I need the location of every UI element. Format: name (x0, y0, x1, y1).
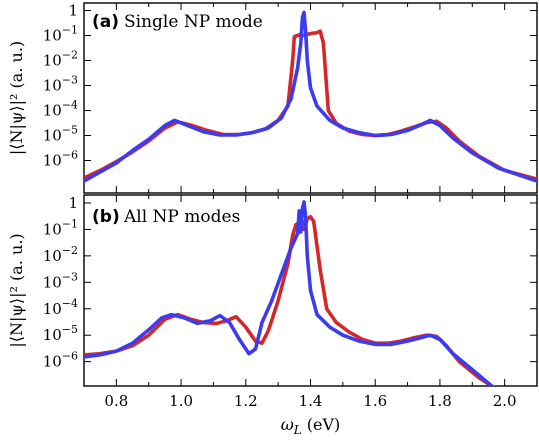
panel-title: Single NP mode (124, 12, 263, 32)
x-tick-label: 1.8 (428, 392, 452, 410)
series-line-0-0 (84, 29, 537, 181)
panel-tag: (b) (92, 207, 120, 227)
y-tick-label: 10−3 (43, 74, 78, 95)
curves-0 (84, 10, 537, 183)
panel-b: 0.8 1.0 1.2 1.4 1.6 1.8 2.0 1 10−1 10−2 10−3 10−4 10… (7, 194, 538, 437)
x-tick-label: 1.2 (234, 392, 258, 410)
x-tick-label: 1.4 (299, 392, 323, 410)
y-tick-label: 10−5 (43, 123, 78, 144)
y-axis-label: |⟨N|ψ⟩|² (a. u.) (7, 41, 26, 155)
curves-1 (84, 200, 496, 386)
y-tick-label: 10−5 (43, 323, 78, 344)
x-tick-label: 1.6 (363, 392, 387, 410)
panel-title: All NP modes (123, 207, 240, 227)
x-tick-label: 2.0 (493, 392, 517, 410)
y-tick-label: 10−6 (43, 350, 78, 371)
x-tick-label: 1.0 (169, 392, 193, 410)
y-tick-label: 1 (68, 194, 78, 212)
y-tick-label: 10−4 (43, 98, 78, 119)
y-tick-label: 1 (68, 2, 78, 20)
y-tick-label: 10−2 (43, 244, 78, 265)
y-tick-label: 10−1 (43, 217, 78, 238)
y-tick-label: 10−4 (43, 297, 78, 318)
series-line-0-1 (84, 10, 537, 183)
panel-tag: (a) (92, 12, 119, 32)
y-tick-label: 10−6 (43, 148, 78, 169)
x-tick-label: 0.8 (104, 392, 128, 410)
y-tick-label: 10−3 (43, 270, 78, 291)
series-line-1-1 (84, 200, 496, 386)
panel-a: 1 10−1 10−2 10−3 10−4 10−5 10−6 (a) Single NP mo… (7, 2, 538, 194)
x-axis-label: ωL (eV) (281, 415, 341, 437)
y-tick-label: 10−1 (43, 24, 78, 45)
y-axis-label: |⟨N|ψ⟩|² (a. u.) (7, 233, 26, 347)
y-tick-label: 10−2 (43, 49, 78, 70)
